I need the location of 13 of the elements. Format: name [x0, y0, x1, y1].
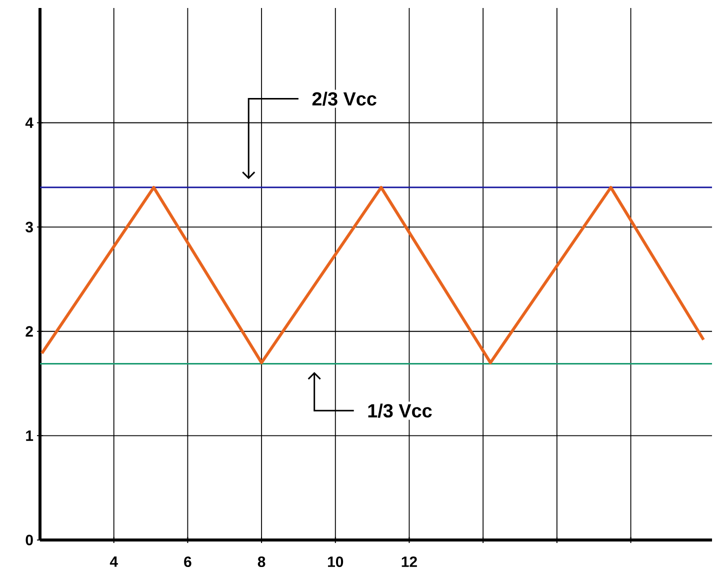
x-tick-label: 12 — [402, 556, 417, 567]
annotation: 2/3 Vcc — [312, 92, 376, 106]
x-tick-label: 4 — [110, 556, 118, 567]
y-tick-label: 1 — [26, 430, 34, 441]
y-tick-label: 0 — [26, 534, 33, 546]
line-series — [40, 186, 706, 364]
y-tick-label: 2 — [26, 326, 33, 337]
x-tick-label: 6 — [184, 556, 192, 568]
x-tick-label: 10 — [328, 556, 344, 568]
y-tick-label: 4 — [25, 118, 34, 128]
annotation: 1/3 Vcc — [368, 404, 432, 418]
y-tick-label: 3 — [26, 222, 33, 232]
x-tick-label: 8 — [258, 556, 266, 568]
